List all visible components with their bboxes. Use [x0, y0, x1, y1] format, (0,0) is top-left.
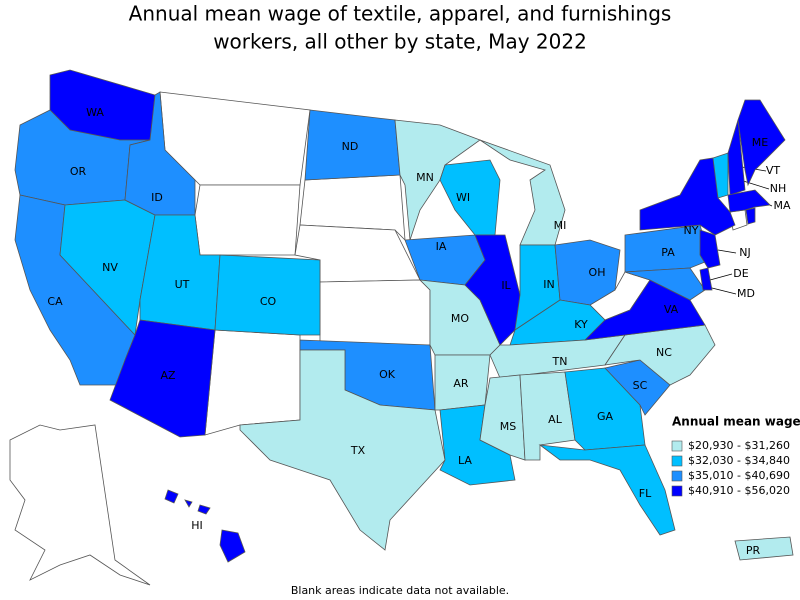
state-shape	[319, 279, 431, 346]
legend-label: $32,030 - $34,840	[688, 454, 790, 467]
state-label: FL	[639, 487, 652, 500]
leader-line	[739, 179, 770, 190]
state-shape	[109, 319, 216, 438]
state-label: OR	[70, 165, 87, 178]
state-label: VA	[664, 303, 679, 316]
state-label: PR	[746, 544, 761, 557]
state-shape	[734, 536, 794, 561]
state-shape	[479, 139, 566, 246]
state-label: TN	[552, 355, 568, 368]
state-label: WI	[456, 191, 470, 204]
legend-swatch	[671, 455, 683, 467]
state-label: GA	[597, 410, 614, 423]
state-label: OK	[379, 368, 396, 381]
state-label: MI	[554, 219, 567, 232]
state-label: WA	[86, 106, 104, 119]
legend-label: $20,930 - $31,260	[688, 439, 790, 452]
state-label: SC	[633, 379, 648, 392]
state-label: NH	[770, 182, 787, 195]
state-label: ME	[752, 136, 768, 149]
legend-title: Annual mean wage	[672, 415, 800, 429]
state-shape	[9, 424, 151, 586]
state-shape	[737, 99, 786, 187]
leader-line	[709, 273, 733, 281]
state-label: NV	[102, 261, 118, 274]
state-shape	[604, 324, 716, 386]
state-label: AL	[548, 413, 563, 426]
leader-line	[717, 249, 737, 254]
no-data-states	[9, 91, 748, 586]
state-label: NC	[656, 346, 672, 359]
state-shape	[604, 359, 671, 416]
state-shape	[538, 444, 676, 536]
state-label: UT	[175, 278, 190, 291]
state-shape	[699, 267, 713, 291]
state-shape	[624, 267, 706, 301]
legend-label: $40,910 - $56,020	[688, 484, 790, 497]
state-label: ND	[342, 140, 359, 153]
map-title: workers, all other by state, May 2022	[213, 30, 587, 54]
states	[14, 69, 794, 563]
state-shape	[727, 119, 746, 196]
state-label: VT	[766, 164, 781, 177]
state-label: IA	[436, 240, 447, 253]
legend-label: $35,010 - $40,690	[688, 469, 790, 482]
state-shape	[727, 189, 771, 213]
state-label: AZ	[160, 369, 176, 382]
state-label: MA	[773, 199, 790, 212]
state-shape	[699, 229, 721, 269]
state-label: MO	[451, 312, 469, 325]
state-shape	[745, 207, 756, 225]
state-label: MN	[416, 171, 434, 184]
state-label: ID	[151, 191, 163, 204]
state-shape	[394, 119, 481, 241]
state-label: PA	[661, 246, 675, 259]
state-shape	[214, 254, 321, 336]
state-label: MS	[500, 420, 516, 433]
state-shape	[204, 329, 301, 436]
state-label: OH	[589, 266, 606, 279]
state-shape	[194, 184, 301, 256]
state-label: DE	[733, 267, 748, 280]
state-label: IN	[543, 278, 554, 291]
state-shape	[624, 224, 711, 273]
legend-swatch	[671, 470, 683, 482]
state-label: MD	[737, 287, 755, 300]
state-label: TX	[350, 444, 366, 457]
map-title: Annual mean wage of textile, apparel, an…	[129, 2, 672, 26]
state-label: HI	[191, 519, 203, 532]
state-shape	[164, 489, 179, 504]
state-shape	[239, 349, 446, 551]
state-label: AR	[453, 377, 469, 390]
state-label: KY	[574, 318, 588, 331]
state-label: LA	[458, 454, 472, 467]
state-shape	[184, 499, 193, 508]
state-label: CO	[260, 295, 277, 308]
legend-swatch	[671, 485, 683, 497]
state-label: IL	[501, 279, 511, 292]
legend-swatch	[671, 440, 683, 452]
state-label: NJ	[739, 246, 750, 259]
state-shape	[197, 504, 211, 515]
state-label: CA	[47, 295, 63, 308]
footnote: Blank areas indicate data not available.	[291, 584, 509, 597]
state-label: NY	[684, 224, 699, 237]
state-shape	[219, 529, 246, 563]
